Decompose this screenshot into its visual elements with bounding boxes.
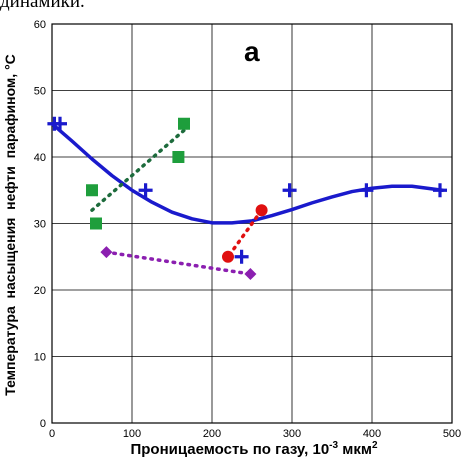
x-axis-label-text: Проницаемость по газу, 10 (130, 441, 330, 458)
data-point-plus (359, 183, 374, 198)
tick-labels: 0 100 200 300 400 500 0 10 20 30 40 50 60 (34, 19, 461, 440)
data-point-diamond (244, 268, 257, 281)
y-axis-label-text: Температура насыщения нефти парафином, (2, 69, 18, 396)
data-points (47, 116, 447, 281)
x-tick-label: 300 (283, 428, 301, 440)
y-tick-label: 60 (34, 19, 46, 31)
y-tick-label: 10 (34, 352, 46, 364)
x-tick-label: 400 (363, 428, 381, 440)
trend-line-diamond (104, 250, 253, 276)
x-axis-label: Проницаемость по газу, 10-3 мкм2 (54, 440, 454, 458)
data-point-plus (53, 116, 67, 131)
data-point-square (86, 184, 98, 197)
data-point-square (90, 217, 102, 230)
trend-line-plus (50, 122, 445, 225)
trend-line-square (90, 128, 186, 212)
x-tick-label: 100 (123, 428, 141, 440)
data-point-plus (234, 249, 249, 264)
x-axis-label-unit-exponent: 2 (371, 440, 378, 451)
y-tick-label: 40 (34, 152, 46, 164)
trend-line-circle (227, 208, 264, 257)
data-point-square (178, 117, 190, 130)
plot-frame (51, 23, 453, 424)
x-tick-label: 0 (49, 428, 55, 440)
x-axis-label-unit: мкм (338, 441, 372, 458)
top-caption-fragment: динамики. (0, 0, 85, 12)
data-point-square (172, 151, 185, 163)
trend-lines (50, 122, 445, 276)
y-tick-label: 30 (34, 219, 46, 231)
y-axis-label-unit: °С (2, 54, 18, 70)
data-point-plus (433, 183, 447, 198)
y-tick-label: 20 (34, 285, 46, 297)
data-point-plus (138, 183, 153, 198)
y-tick-label: 0 (40, 418, 46, 430)
data-point-circle (255, 204, 268, 217)
panel-label: а (244, 36, 260, 67)
x-axis-label-exponent: -3 (329, 440, 339, 451)
x-tick-label: 200 (203, 428, 221, 440)
y-axis-label: Температура насыщения нефти парафином, °… (2, 54, 18, 396)
y-tick-label: 50 (34, 86, 46, 98)
data-point-diamond (100, 246, 113, 259)
data-point-circle (222, 250, 234, 263)
x-tick-label: 500 (443, 428, 461, 440)
data-point-plus (282, 183, 297, 198)
